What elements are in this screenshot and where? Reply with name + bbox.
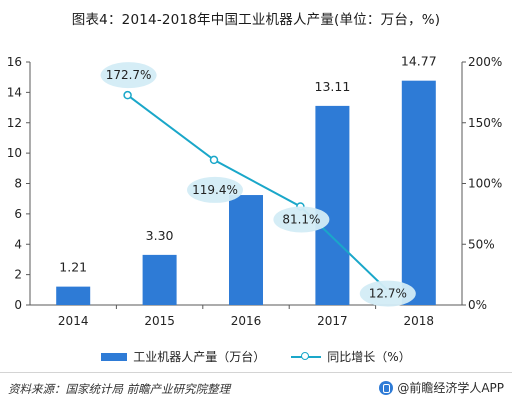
- chart-title: 图表4：2014-2018年中国工业机器人产量(单位：万台，%): [71, 12, 441, 28]
- bar: [315, 105, 350, 305]
- bar: [229, 195, 263, 305]
- bar: [142, 254, 177, 305]
- legend-line-label: 同比增长（%）: [327, 350, 411, 364]
- bar-value-label: 1.21: [59, 260, 87, 275]
- y-left-tick-label: 4: [14, 237, 22, 251]
- bar-value-label: 13.11: [315, 79, 351, 94]
- y-right-tick-label: 100%: [468, 177, 502, 191]
- y-left-tick-label: 2: [14, 268, 22, 282]
- growth-label-bubble: [187, 176, 243, 203]
- x-tick-label: 2015: [144, 314, 175, 328]
- source-note: 资料来源：国家统计局 前瞻产业研究院整理: [8, 382, 231, 396]
- growth-label: 172.7%: [106, 68, 152, 82]
- legend-line-swatch: [291, 351, 322, 362]
- y-left-tick-label: 12: [7, 116, 22, 130]
- brand-logo-icon: [379, 380, 394, 395]
- y-right-tick-label: 200%: [468, 55, 502, 69]
- bars-layer: [56, 80, 436, 305]
- brand-credit: @前瞻经济学人APP: [379, 379, 504, 396]
- y-right-tick-label: 150%: [468, 116, 502, 130]
- y-right-tick-label: 0%: [468, 298, 487, 312]
- legend-bar-swatch: [101, 352, 128, 361]
- footer-divider: [0, 372, 512, 373]
- y-left-tick-label: 16: [7, 55, 22, 69]
- growth-label-bubble: [359, 280, 416, 307]
- growth-label-bubble: [100, 62, 157, 89]
- bar-value-label: 3.30: [146, 228, 174, 243]
- chart-svg: 0 2 4 6 8 10 12 14 16 0% 50% 100% 150% 200% 2014 2015 20…: [7, 54, 503, 328]
- brand-text: @前瞻经济学人APP: [397, 381, 504, 395]
- axes-layer: 0 2 4 6 8 10 12 14 16 0% 50% 100% 150% 200% 2014 2015 20…: [7, 55, 503, 328]
- y-left-tick-label: 6: [14, 207, 22, 221]
- growth-label: 119.4%: [192, 183, 238, 197]
- growth-line: [127, 94, 388, 291]
- growth-label-bubble: [273, 206, 330, 233]
- legend: 工业机器人产量（万台） 同比增长（%）: [0, 348, 512, 365]
- legend-entry-bar: 工业机器人产量（万台）: [101, 348, 265, 365]
- growth-point: [209, 155, 219, 165]
- growth-point: [123, 90, 132, 100]
- x-tick-label: 2016: [231, 314, 262, 328]
- x-tick-label: 2014: [58, 314, 89, 328]
- y-left-tick-label: 8: [14, 177, 22, 191]
- growth-label: 81.1%: [282, 212, 320, 226]
- y-right-tick-label: 50%: [468, 237, 495, 251]
- y-left-tick-label: 14: [7, 85, 22, 99]
- x-tick-label: 2018: [404, 314, 435, 328]
- growth-label: 12.7%: [369, 287, 407, 301]
- bar: [401, 80, 436, 305]
- bar-value-label: 14.77: [401, 54, 437, 69]
- legend-bar-label: 工业机器人产量（万台）: [133, 350, 266, 364]
- bar: [56, 286, 91, 305]
- legend-entry-line: 同比增长（%）: [291, 348, 411, 365]
- y-left-tick-label: 0: [14, 298, 22, 312]
- labels-layer: 1.21 3.30 13.11 14.77 172.7% 119.4% 81.1% 12.7%: [59, 54, 437, 307]
- x-tick-label: 2017: [317, 314, 348, 328]
- y-left-tick-label: 10: [7, 146, 22, 160]
